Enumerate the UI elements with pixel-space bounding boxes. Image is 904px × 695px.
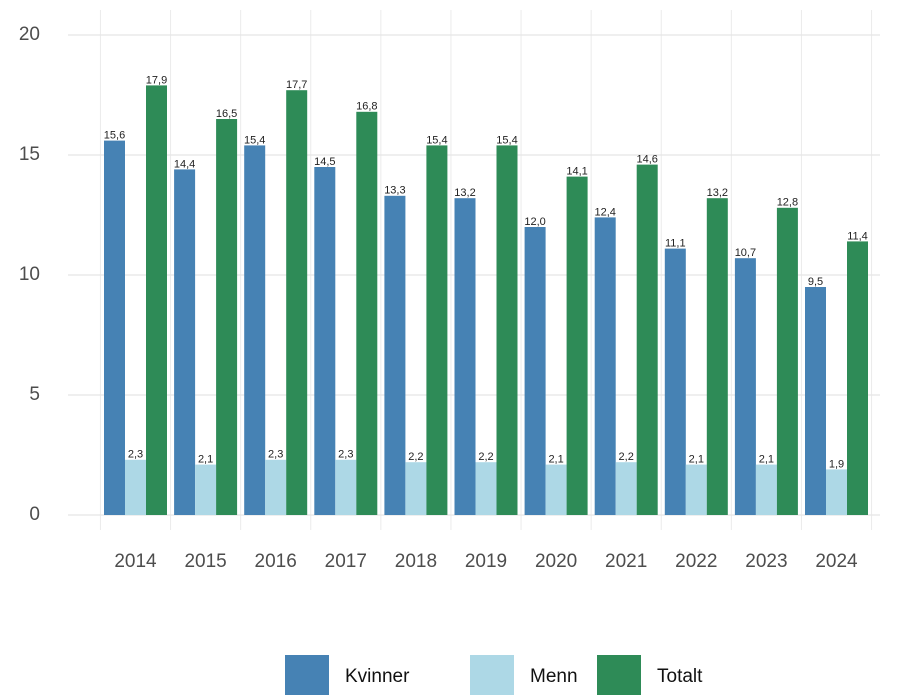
bar: [734, 258, 756, 515]
value-label: 11,1: [665, 238, 686, 250]
x-tick-label: 2016: [255, 551, 297, 572]
legend-label: Kvinner: [345, 666, 410, 687]
value-label: 16,5: [216, 108, 237, 120]
value-label: 2,2: [478, 451, 493, 463]
bar: [384, 195, 406, 516]
value-label: 9,5: [808, 276, 823, 288]
bar: [426, 145, 448, 515]
value-label: 15,6: [104, 130, 125, 142]
value-label: 2,1: [759, 454, 774, 466]
bar: [405, 462, 427, 515]
bar: [265, 459, 287, 515]
bar: [566, 176, 588, 515]
value-label: 2,2: [619, 451, 634, 463]
bar: [475, 462, 497, 515]
x-tick-label: 2023: [745, 551, 787, 572]
bar: [174, 169, 196, 515]
value-label: 2,3: [268, 449, 283, 461]
value-label: 15,4: [244, 134, 265, 146]
legend-label: Totalt: [657, 666, 703, 687]
value-label: 2,1: [198, 454, 213, 466]
bar: [664, 248, 686, 515]
x-tick-label: 2014: [114, 551, 157, 572]
bar: [195, 464, 217, 515]
legend-swatch: [285, 655, 329, 695]
value-label: 12,8: [777, 197, 798, 209]
value-label: 10,7: [735, 247, 756, 259]
value-label: 1,9: [829, 458, 844, 470]
value-label: 2,2: [408, 451, 423, 463]
value-label: 13,2: [454, 187, 475, 199]
bar: [524, 227, 546, 515]
value-label: 12,0: [524, 216, 545, 228]
x-tick-label: 2024: [815, 551, 858, 572]
bar: [805, 287, 826, 515]
value-label: 15,4: [496, 134, 517, 146]
value-label: 2,3: [338, 449, 353, 461]
x-tick-label: 2019: [465, 551, 507, 572]
bar: [847, 241, 868, 515]
value-label: 11,4: [847, 230, 868, 242]
bar: [286, 90, 308, 515]
y-tick-label: 20: [19, 24, 40, 45]
bar: [706, 198, 728, 515]
bar: [454, 198, 476, 515]
value-label: 16,8: [356, 101, 377, 113]
value-label: 14,5: [314, 156, 335, 168]
bar: [335, 459, 357, 515]
value-label: 17,9: [146, 74, 167, 86]
x-tick-label: 2022: [675, 551, 717, 572]
value-label: 15,4: [426, 134, 447, 146]
x-tick-label: 2018: [395, 551, 437, 572]
bar: [146, 85, 167, 516]
value-label: 14,4: [174, 158, 195, 170]
value-label: 13,2: [707, 187, 728, 199]
bar: [545, 464, 567, 515]
bar: [125, 459, 146, 515]
value-label: 2,1: [689, 454, 704, 466]
bar: [356, 111, 378, 516]
value-label: 2,1: [548, 454, 563, 466]
y-tick-label: 10: [19, 264, 40, 285]
bar: [636, 164, 658, 515]
bar: [755, 464, 777, 515]
bar: [244, 145, 266, 515]
bar: [216, 119, 238, 515]
bar: [104, 140, 125, 515]
bar: [314, 167, 336, 515]
value-label: 17,7: [286, 79, 307, 91]
y-tick-label: 0: [29, 504, 40, 525]
bar: [594, 217, 616, 515]
x-tick-label: 2015: [184, 551, 226, 572]
bar: [685, 464, 707, 515]
bar: [615, 462, 637, 515]
legend-label: Menn: [530, 666, 578, 687]
value-label: 14,1: [566, 166, 587, 178]
bar: [776, 207, 798, 516]
x-tick-label: 2017: [325, 551, 367, 572]
legend-swatch: [470, 655, 514, 695]
value-label: 2,3: [128, 449, 143, 461]
bar: [496, 145, 518, 515]
value-label: 13,3: [384, 185, 405, 197]
bar: [826, 469, 847, 515]
legend-swatch: [597, 655, 641, 695]
value-label: 12,4: [594, 206, 615, 218]
x-tick-label: 2021: [605, 551, 647, 572]
value-label: 14,6: [636, 154, 657, 166]
y-tick-label: 15: [19, 144, 40, 165]
y-tick-label: 5: [29, 384, 40, 405]
x-tick-label: 2020: [535, 551, 577, 572]
